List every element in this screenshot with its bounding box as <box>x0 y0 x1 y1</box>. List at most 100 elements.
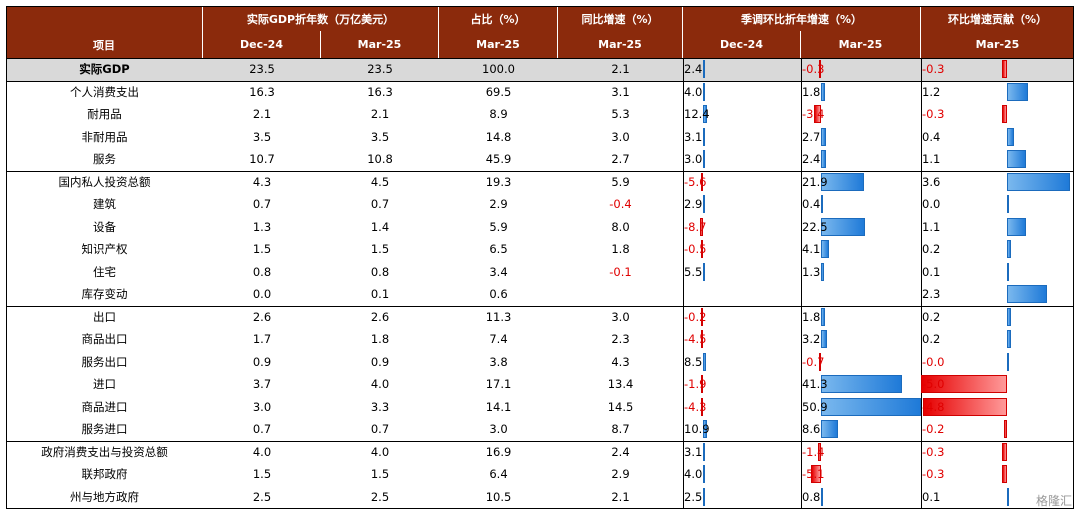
header-qoq-dec: Dec-24 <box>683 31 801 58</box>
header-gdp-dec: Dec-24 <box>203 31 321 58</box>
bar-cell-qoq-mar: -3.4 <box>801 103 921 126</box>
row-label: 服务出口 <box>81 354 128 369</box>
data-bar <box>1007 217 1027 236</box>
cell-yoy: 5.3 <box>611 107 630 122</box>
bar-cell-qoq-mar: 41.3 <box>801 373 921 396</box>
data-bar <box>821 217 866 236</box>
table-row: 服务出口 0.9 0.9 3.8 4.3 8.5 -0.7 -0.0 <box>6 351 1074 374</box>
cell-yoy: 3.1 <box>611 84 630 99</box>
data-bar <box>1007 195 1009 213</box>
cell-gdp-mar: 2.6 <box>370 309 390 324</box>
table-row: 出口 2.6 2.6 11.3 3.0 -0.2 1.8 0.2 <box>6 306 1074 329</box>
bar-cell-contrib: 0.2 <box>921 328 1074 351</box>
bar-cell-qoq-mar: 4.1 <box>801 238 921 261</box>
header-gdp-level: 实际GDP折年数（万亿美元） <box>203 6 439 31</box>
table-row: 设备 1.3 1.4 5.9 8.0 -8.7 22.5 1.1 <box>6 216 1074 239</box>
bar-value: 2.3 <box>922 287 941 302</box>
table-row: 耐用品 2.1 2.1 8.9 5.3 12.4 -3.4 -0.3 <box>6 103 1074 126</box>
bar-value: 0.8 <box>802 489 821 504</box>
bar-value: -0.3 <box>802 62 825 77</box>
bar-value: -5.0 <box>922 377 945 392</box>
table-row: 服务 10.7 10.8 45.9 2.7 3.0 2.4 1.1 <box>6 148 1074 171</box>
bar-cell-qoq-mar: -0.7 <box>801 351 921 374</box>
cell-share: 5.9 <box>489 219 508 234</box>
table-row: 商品出口 1.7 1.8 7.4 2.3 -4.5 3.2 0.2 <box>6 328 1074 351</box>
cell-yoy: 2.4 <box>611 444 630 459</box>
bar-value: -4.3 <box>684 399 707 414</box>
column-divider <box>921 58 922 508</box>
row-label: 实际GDP <box>6 58 203 81</box>
data-bar <box>701 330 703 348</box>
data-bar <box>821 195 823 213</box>
bar-value: -4.8 <box>922 399 945 414</box>
bar-value: 1.8 <box>802 309 821 324</box>
data-bar <box>1007 150 1027 168</box>
bar-cell-qoq-dec: -4.3 <box>683 396 801 419</box>
bar-cell-contrib: -0.3 <box>921 58 1074 81</box>
cell-yoy: -0.1 <box>609 264 632 279</box>
bar-cell-qoq-dec: -0.2 <box>683 306 801 329</box>
cell-yoy: -0.4 <box>609 197 632 212</box>
cell-share: 6.4 <box>489 467 508 482</box>
data-bar <box>701 172 703 191</box>
header-row-1: 实际GDP折年数（万亿美元） 占比（%） 同比增速（%） 季调环比折年增速（%）… <box>6 6 1074 31</box>
bar-cell-contrib: 0.2 <box>921 238 1074 261</box>
cell-share: 19.3 <box>485 174 512 189</box>
column-divider <box>683 58 684 508</box>
cell-gdp-dec: 0.7 <box>252 197 272 212</box>
bar-cell-qoq-dec: 2.5 <box>683 486 801 509</box>
row-label: 联邦政府 <box>81 467 128 482</box>
header-gdp-mar: Mar-25 <box>321 31 439 58</box>
data-bar <box>703 60 705 78</box>
cell-gdp-mar: 2.5 <box>370 489 390 504</box>
bar-value: 1.2 <box>922 84 941 99</box>
row-label: 进口 <box>93 377 116 392</box>
row-label: 国内私人投资总额 <box>58 174 151 189</box>
cell-gdp-mar: 4.5 <box>370 174 390 189</box>
cell-gdp-dec: 23.5 <box>203 58 321 81</box>
bar-value: -8.7 <box>684 219 707 234</box>
data-bar <box>923 397 1007 416</box>
data-bar <box>921 375 1007 393</box>
bar-value: 1.1 <box>922 152 941 167</box>
cell-share: 10.5 <box>485 489 512 504</box>
data-bar <box>703 105 708 123</box>
bar-value: 1.1 <box>922 219 941 234</box>
data-bar <box>821 397 921 416</box>
cell-share: 16.9 <box>485 444 512 459</box>
cell-yoy: 3.0 <box>611 309 630 324</box>
header-qoq-mar: Mar-25 <box>801 31 921 58</box>
cell-yoy: 5.9 <box>611 174 630 189</box>
cell-yoy <box>558 283 683 306</box>
cell-gdp-dec: 3.0 <box>252 399 272 414</box>
row-label: 商品进口 <box>81 399 128 414</box>
bar-cell-qoq-mar: 1.3 <box>801 261 921 284</box>
bar-value: -5.1 <box>802 467 825 482</box>
cell-yoy: 8.7 <box>611 422 630 437</box>
cell-gdp-dec: 1.7 <box>252 332 272 347</box>
bar-value: 0.1 <box>922 489 941 504</box>
cell-yoy: 2.3 <box>611 332 630 347</box>
bar-cell-qoq-dec <box>683 283 801 306</box>
bar-cell-qoq-dec: 3.1 <box>683 126 801 149</box>
cell-gdp-dec: 10.7 <box>249 152 275 167</box>
bar-value: 2.4 <box>802 152 821 167</box>
bar-cell-qoq-mar <box>801 283 921 306</box>
bar-cell-qoq-dec: 4.0 <box>683 463 801 486</box>
bar-value: 3.0 <box>684 152 703 167</box>
row-label: 库存变动 <box>81 287 128 302</box>
table-row: 个人消费支出 16.3 16.3 69.5 3.1 4.0 1.8 1.2 <box>6 81 1074 104</box>
cell-gdp-dec: 2.6 <box>252 309 272 324</box>
table-row: 进口 3.7 4.0 17.1 13.4 -1.9 41.3 -5.0 <box>6 373 1074 396</box>
cell-share: 0.6 <box>489 287 508 302</box>
cell-gdp-dec: 1.3 <box>252 219 272 234</box>
cell-gdp-mar: 1.5 <box>370 242 390 257</box>
bar-cell-qoq-dec: 12.4 <box>683 103 801 126</box>
bar-cell-qoq-dec: 3.0 <box>683 148 801 171</box>
row-label: 服务 <box>93 152 116 167</box>
table-row: 非耐用品 3.5 3.5 14.8 3.0 3.1 2.7 0.4 <box>6 126 1074 149</box>
cell-share: 100.0 <box>439 58 558 81</box>
cell-gdp-dec: 4.3 <box>252 174 272 189</box>
bar-cell-qoq-mar: 0.4 <box>801 193 921 216</box>
bar-cell-contrib: 1.2 <box>921 81 1074 104</box>
